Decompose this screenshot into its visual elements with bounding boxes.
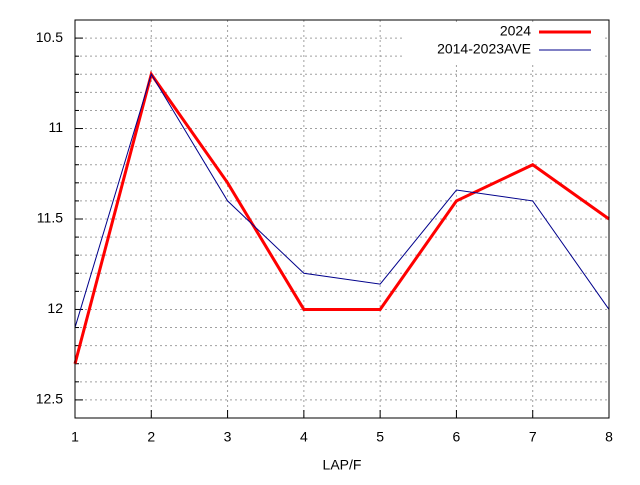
x-tick-label: 3 [224,429,232,445]
y-tick-label: 11.5 [37,210,63,226]
series-line [74,73,610,328]
legend-label: 2024 [500,23,531,39]
legend-background [405,22,605,64]
x-tick-label: 1 [71,429,79,445]
x-tick-label: 6 [453,429,461,445]
y-tick-label: 12.5 [36,391,63,407]
y-tick-label: 12 [47,300,63,316]
series-line [73,70,610,365]
x-tick-label: 4 [300,429,308,445]
x-tick-label: 7 [529,429,537,445]
x-tick-label: 2 [147,429,155,445]
plot-border [74,19,610,419]
x-tick-label: 5 [376,429,384,445]
x-axis-label: LAP/F [323,457,362,473]
x-tick-label: 8 [605,429,613,445]
y-tick-label: 10.5 [36,29,63,45]
y-tick-label: 11 [48,119,63,135]
legend-label: 2014-2023AVE [437,41,531,57]
